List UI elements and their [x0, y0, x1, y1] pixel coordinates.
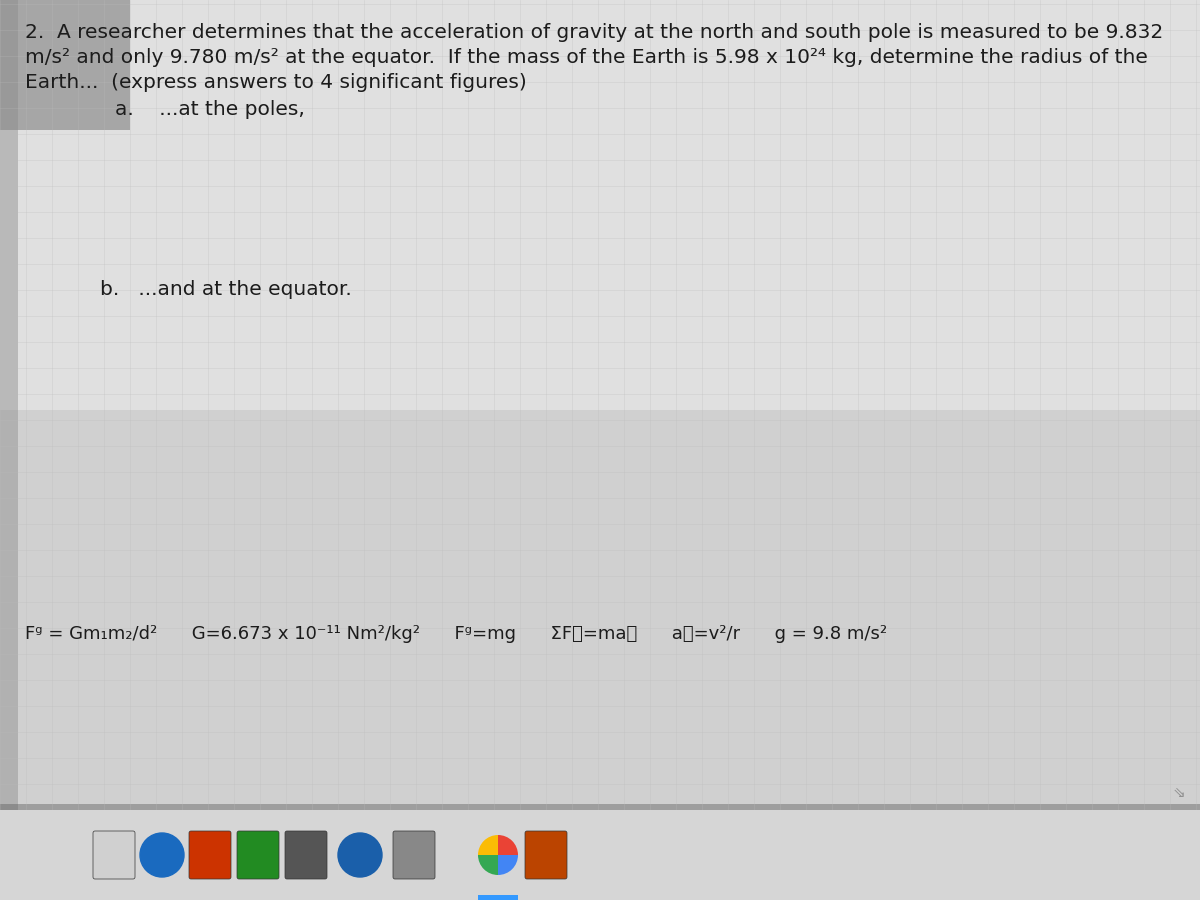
Bar [0, 410, 1200, 810]
Text: b.   ...and at the equator.: b. ...and at the equator. [100, 280, 352, 299]
FancyBboxPatch shape [238, 831, 278, 879]
FancyBboxPatch shape [286, 831, 326, 879]
FancyBboxPatch shape [94, 831, 134, 879]
Wedge shape [478, 855, 498, 875]
FancyBboxPatch shape [526, 831, 568, 879]
Wedge shape [498, 835, 518, 855]
Text: Fᵍ = Gm₁m₂/d²      G=6.673 x 10⁻¹¹ Nm²/kg²      Fᵍ=mg      ΣFၣ=maၣ      aၣ=v²/r : Fᵍ = Gm₁m₂/d² G=6.673 x 10⁻¹¹ Nm²/kg² Fᵍ… [25, 625, 887, 643]
Text: m/s² and only 9.780 m/s² at the equator.  If the mass of the Earth is 5.98 x 10²: m/s² and only 9.780 m/s² at the equator.… [25, 48, 1148, 67]
Circle shape [140, 833, 184, 877]
FancyBboxPatch shape [190, 831, 230, 879]
Bar [0, 0, 1200, 410]
Bar [0, 0, 130, 130]
Text: a.    ...at the poles,: a. ...at the poles, [115, 100, 305, 119]
Wedge shape [498, 855, 518, 875]
Bar [478, 895, 518, 900]
FancyBboxPatch shape [392, 831, 434, 879]
Bar [0, 804, 1200, 810]
Bar [0, 0, 18, 810]
Text: Earth...  (express answers to 4 significant figures): Earth... (express answers to 4 significa… [25, 73, 527, 92]
Wedge shape [478, 835, 498, 855]
Circle shape [338, 833, 382, 877]
Text: 2.  A researcher determines that the acceleration of gravity at the north and so: 2. A researcher determines that the acce… [25, 23, 1163, 42]
Text: ⇘: ⇘ [1172, 785, 1186, 800]
